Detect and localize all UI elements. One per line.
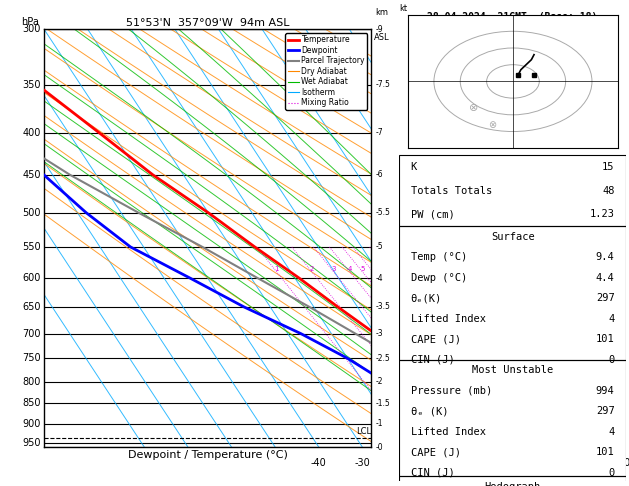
Text: 101: 101 [596,334,615,344]
Text: 0: 0 [608,468,615,478]
Text: 15: 15 [602,162,615,172]
Text: θₑ(K): θₑ(K) [411,293,442,303]
Text: Pressure (mb): Pressure (mb) [411,386,492,396]
Text: Temp (°C): Temp (°C) [411,252,467,262]
Text: -30: -30 [355,458,370,468]
Text: -7: -7 [376,128,384,137]
Text: Totals Totals: Totals Totals [411,186,492,195]
Text: Mixing Ratio (g/kg): Mixing Ratio (g/kg) [406,198,415,278]
Text: 700: 700 [22,329,41,339]
Text: 1: 1 [275,266,279,272]
Text: 400: 400 [23,127,41,138]
Text: Hodograph: Hodograph [484,482,541,486]
Text: -2.5: -2.5 [376,354,391,363]
Text: 994: 994 [596,386,615,396]
Legend: Temperature, Dewpoint, Parcel Trajectory, Dry Adiabat, Wet Adiabat, Isotherm, Mi: Temperature, Dewpoint, Parcel Trajectory… [286,33,367,110]
Text: -5.5: -5.5 [376,208,391,217]
Text: 0: 0 [490,458,496,468]
Text: 28.04.2024  21GMT  (Base: 18): 28.04.2024 21GMT (Base: 18) [428,12,598,22]
Text: 500: 500 [22,208,41,218]
Text: kt: kt [399,3,408,13]
Text: -1.5: -1.5 [376,399,391,408]
Text: -7.5: -7.5 [376,80,391,89]
Text: Most Unstable: Most Unstable [472,365,554,375]
Text: 4: 4 [608,314,615,324]
Text: -3: -3 [376,329,384,338]
Text: Dewp (°C): Dewp (°C) [411,273,467,283]
Text: ⊗: ⊗ [488,120,496,130]
Text: Lifted Index: Lifted Index [411,314,486,324]
Text: 1.23: 1.23 [589,209,615,219]
Text: hPa: hPa [21,17,39,27]
Text: CAPE (J): CAPE (J) [411,447,460,457]
Text: 750: 750 [22,353,41,364]
Text: 850: 850 [22,399,41,408]
Text: -10: -10 [442,458,457,468]
Text: -9: -9 [376,25,384,34]
Title: 51°53'N  357°09'W  94m ASL: 51°53'N 357°09'W 94m ASL [126,18,289,28]
Text: -1: -1 [376,419,383,429]
Text: 4: 4 [348,266,352,272]
Text: -5: -5 [376,243,384,251]
Text: 350: 350 [22,80,41,89]
Text: 550: 550 [22,242,41,252]
Text: 297: 297 [596,293,615,303]
Text: CIN (J): CIN (J) [411,468,455,478]
Text: 450: 450 [22,170,41,180]
Text: 300: 300 [23,24,41,34]
Text: 950: 950 [22,438,41,449]
Text: Surface: Surface [491,232,535,242]
Text: 800: 800 [23,377,41,386]
Text: 5: 5 [360,266,365,272]
Text: Lifted Index: Lifted Index [411,427,486,436]
Text: -6: -6 [376,171,384,179]
Text: CIN (J): CIN (J) [411,355,455,364]
Text: 30: 30 [618,458,629,468]
Text: -3.5: -3.5 [376,302,391,312]
Text: 20: 20 [574,458,587,468]
Text: 9.4: 9.4 [596,252,615,262]
Text: ASL: ASL [374,34,390,42]
Text: 297: 297 [596,406,615,416]
Text: 600: 600 [23,273,41,283]
Text: PW (cm): PW (cm) [411,209,455,219]
X-axis label: Dewpoint / Temperature (°C): Dewpoint / Temperature (°C) [128,450,287,460]
Text: -20: -20 [398,458,414,468]
Text: LCL: LCL [356,427,371,435]
Text: km: km [376,8,389,17]
Text: -40: -40 [311,458,326,468]
Text: -0: -0 [376,443,384,451]
Text: 4.4: 4.4 [596,273,615,283]
Text: 2: 2 [310,266,314,272]
Text: 3: 3 [331,266,336,272]
Text: -2: -2 [376,377,383,386]
Text: θₑ (K): θₑ (K) [411,406,448,416]
Text: 4: 4 [608,427,615,436]
Text: 48: 48 [602,186,615,195]
Text: K: K [411,162,417,172]
Text: 101: 101 [596,447,615,457]
Text: 10: 10 [531,458,543,468]
Text: -4: -4 [376,274,384,283]
Text: 900: 900 [23,419,41,429]
Text: ⊗: ⊗ [469,104,478,113]
Text: 0: 0 [608,355,615,364]
Text: CAPE (J): CAPE (J) [411,334,460,344]
Text: 650: 650 [22,302,41,312]
